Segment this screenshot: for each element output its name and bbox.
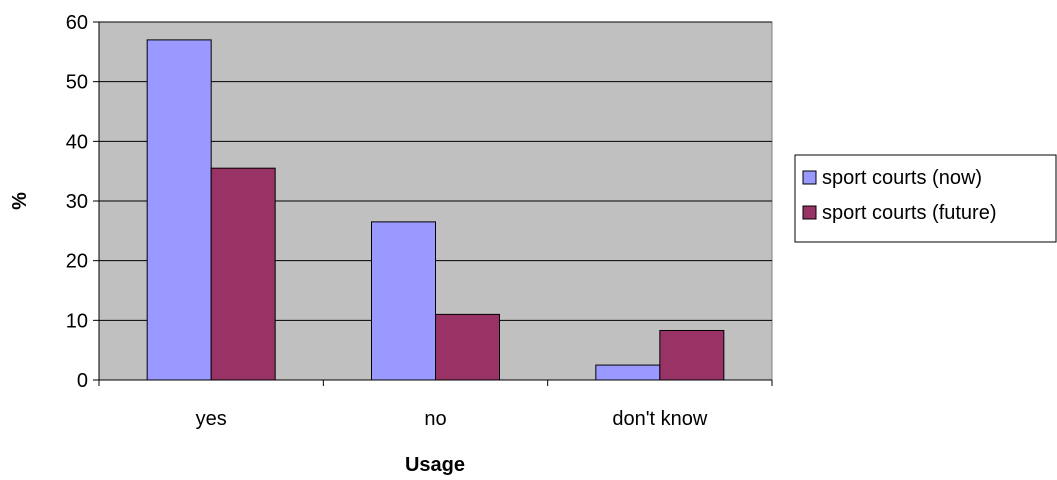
bar (146, 39, 212, 381)
x-tick-labels: yes no don't know (196, 408, 708, 430)
y-tick-label: 60 (66, 12, 88, 34)
axes (93, 21, 773, 386)
y-tick-label: 0 (77, 370, 88, 392)
y-tick-label: 50 (66, 72, 88, 94)
y-tick-label: 20 (66, 251, 88, 273)
x-tick-label: no (424, 408, 446, 430)
x-tick-label: yes (196, 408, 227, 430)
bar (210, 167, 276, 381)
legend-label: sport courts (now) (822, 167, 982, 189)
legend-box (794, 154, 1057, 243)
legend-swatch (802, 205, 817, 220)
x-tick-label: don't know (612, 408, 708, 430)
y-tick-labels: 0 10 20 30 40 50 60 (66, 12, 88, 392)
bar (595, 364, 661, 381)
bar (659, 329, 725, 381)
y-tick-label: 40 (66, 131, 88, 153)
y-axis-title: % (9, 192, 31, 210)
legend: sport courts (now) sport courts (future) (794, 154, 1057, 243)
y-tick-label: 10 (66, 310, 88, 332)
bar (435, 313, 500, 381)
x-axis-title: Usage (405, 454, 465, 476)
y-tick-label: 30 (66, 191, 88, 213)
legend-swatch (802, 170, 817, 185)
legend-label: sport courts (future) (822, 202, 997, 224)
bars (146, 39, 725, 381)
bar (371, 221, 436, 381)
